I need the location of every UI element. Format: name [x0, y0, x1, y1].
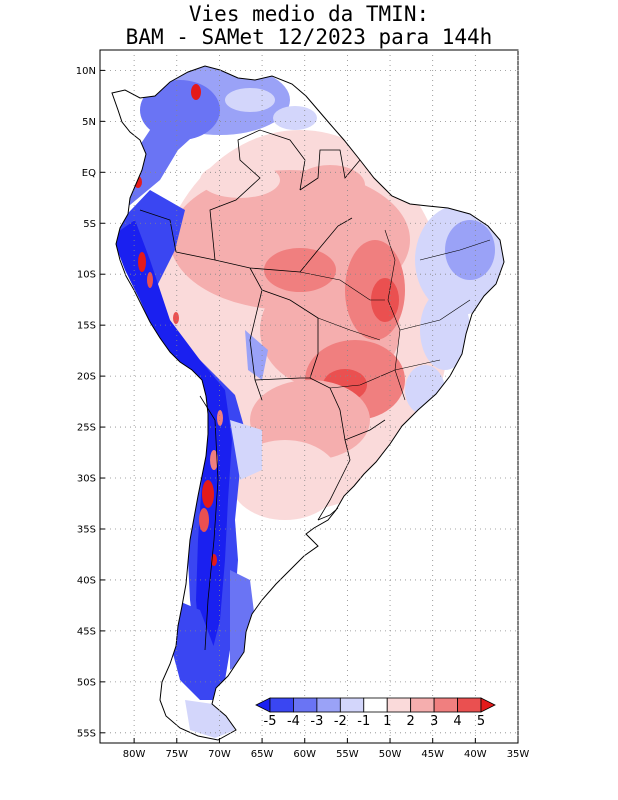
- longitude-ticks: 80W 75W 70W 65W 60W 55W 50W 45W 40W 35W: [123, 738, 530, 760]
- lat-tick-label: 5N: [82, 117, 96, 128]
- bolivia-border: [249, 267, 319, 379]
- bolivia-argentina-border: [254, 377, 310, 381]
- lat-tick-label: 10N: [76, 66, 96, 77]
- colorbar-bin: [363, 697, 388, 713]
- colorbar-bin: [293, 697, 318, 713]
- lon-tick-label: 45W: [421, 749, 444, 760]
- lon-tick-label: 55W: [336, 749, 359, 760]
- chile-argentina-border: [199, 395, 219, 651]
- map-title-line2: BAM - SAMet 12/2023 para 144h: [125, 25, 493, 49]
- lat-tick-label: 50S: [77, 677, 96, 688]
- colorbar-label: -2: [334, 714, 347, 729]
- colorbar-bin: [316, 697, 341, 713]
- lat-tick-label: 5S: [83, 219, 96, 230]
- latitude-ticks: 10N 5N EQ 5S 10S 15S 20S 25S 30S 35S 40S 45S 50S 55S: [76, 66, 105, 739]
- lon-tick-label: 80W: [123, 749, 146, 760]
- lat-tick-label: 30S: [77, 474, 96, 485]
- lat-tick-label: 20S: [77, 372, 96, 383]
- brazil-state-borders: [384, 229, 406, 401]
- uruguay-border: [317, 439, 351, 521]
- lon-tick-label: 60W: [293, 749, 316, 760]
- colorbar-label: 2: [407, 714, 415, 729]
- rio-de-la-plata: [317, 507, 339, 521]
- colombia-venezuela-border: [209, 129, 306, 261]
- lat-tick-label: 10S: [77, 270, 96, 281]
- lon-tick-label: 75W: [165, 749, 188, 760]
- graticule: [100, 50, 519, 743]
- colorbar-label: 4: [453, 714, 461, 729]
- lon-tick-label: 65W: [251, 749, 274, 760]
- ecuador-border: [139, 209, 177, 253]
- colorbar-bin: [339, 697, 365, 713]
- colorbar-bin: [457, 697, 482, 713]
- brazil-state-borders-east: [394, 239, 491, 371]
- colorbar-label: 3: [430, 714, 438, 729]
- north-negative-bias-region: [140, 66, 317, 140]
- lon-tick-label: 70W: [208, 749, 231, 760]
- map-title-line1: Vies medio da TMIN:: [188, 2, 430, 26]
- colorbar-label: 1: [383, 714, 391, 729]
- colorbar-high-extension: [480, 697, 496, 713]
- lat-tick-label: 35S: [77, 524, 96, 535]
- boundaries: [111, 65, 505, 741]
- brazil-state-borders-central: [299, 271, 396, 389]
- lat-tick-label: 55S: [77, 728, 96, 739]
- colorbar-label: -5: [264, 714, 277, 729]
- lon-tick-label: 40W: [464, 749, 487, 760]
- peru-bolivia-border: [249, 289, 263, 401]
- colorbar-bin: [410, 697, 435, 713]
- colorbar-label: -4: [287, 714, 300, 729]
- lon-tick-label: 35W: [507, 749, 530, 760]
- colorbar-label: -1: [357, 714, 370, 729]
- colorbar-bin: [386, 697, 412, 713]
- colorbar: -5 -4 -3 -2 -1 1 2 3 4 5: [255, 697, 496, 729]
- colorbar-bin: [269, 697, 294, 713]
- lat-tick-label: 45S: [77, 626, 96, 637]
- andes-positive-speckles: [134, 84, 223, 566]
- lat-tick-label: 15S: [77, 321, 96, 332]
- lat-tick-label: 40S: [77, 575, 96, 586]
- lat-tick-label: 25S: [77, 423, 96, 434]
- colorbar-bin: [433, 697, 458, 713]
- lat-tick-label: EQ: [82, 168, 96, 179]
- paraguay-border: [309, 377, 386, 441]
- colorbar-label: 5: [477, 714, 485, 729]
- colorbar-label: -3: [310, 714, 323, 729]
- lon-tick-label: 50W: [379, 749, 402, 760]
